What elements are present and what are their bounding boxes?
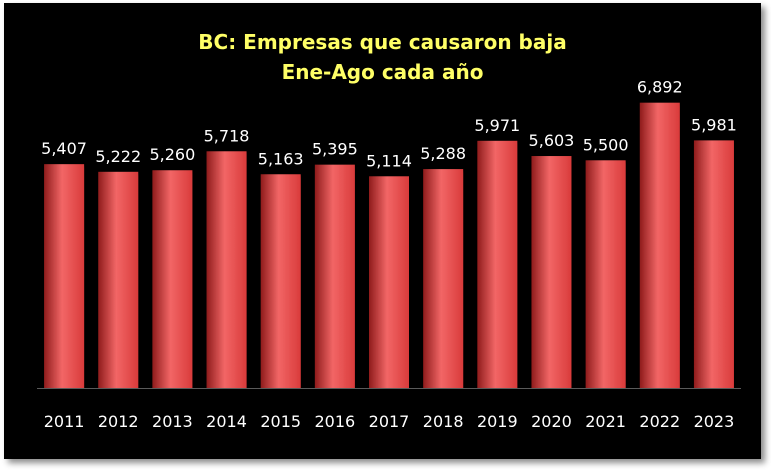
value-label-2018: 5,288 xyxy=(420,144,466,163)
x-tick-label-2023: 2023 xyxy=(694,412,735,431)
bar-2012 xyxy=(98,171,139,388)
x-tick-label-2014: 2014 xyxy=(206,412,247,431)
bar-2016 xyxy=(314,164,355,388)
bar-2014 xyxy=(206,151,247,388)
bar-chart: 5,407 5,222 5,260 5,718 5,163 5,395 5,114 5,288… xyxy=(37,78,741,431)
bar-2018 xyxy=(423,169,464,388)
value-label-2015: 5,163 xyxy=(258,149,304,168)
bar-2023 xyxy=(693,140,734,388)
value-labels-group: 5,407 5,222 5,260 5,718 5,163 5,395 5,114 5,288… xyxy=(41,78,737,171)
x-tick-label-2019: 2019 xyxy=(477,412,518,431)
x-tick-label-2018: 2018 xyxy=(423,412,464,431)
value-label-2012: 5,222 xyxy=(95,147,141,166)
x-tick-label-2021: 2021 xyxy=(585,412,626,431)
x-tick-label-2015: 2015 xyxy=(260,412,301,431)
value-label-2014: 5,718 xyxy=(204,126,250,145)
value-label-2021: 5,500 xyxy=(583,135,629,154)
chart-frame: BC: Empresas que causaron baja Ene-Ago c… xyxy=(4,3,761,459)
x-tick-labels-group: 2011 2012 2013 2014 2015 2016 2017 2018 2019 2020… xyxy=(44,412,735,431)
bar-2021 xyxy=(585,160,626,388)
chart-title: BC: Empresas que causaron baja xyxy=(198,30,567,54)
value-label-2019: 5,971 xyxy=(474,116,520,135)
bar-2011 xyxy=(44,164,85,388)
value-label-2011: 5,407 xyxy=(41,139,87,158)
bars-group xyxy=(44,102,734,388)
bar-2019 xyxy=(477,140,518,388)
chart-subtitle: Ene-Ago cada año xyxy=(281,60,484,84)
x-tick-label-2017: 2017 xyxy=(369,412,410,431)
x-tick-label-2012: 2012 xyxy=(98,412,139,431)
bar-2022 xyxy=(639,102,680,388)
x-tick-label-2013: 2013 xyxy=(152,412,193,431)
x-tick-label-2020: 2020 xyxy=(531,412,572,431)
value-label-2022: 6,892 xyxy=(637,78,683,97)
bar-2020 xyxy=(531,156,572,388)
x-tick-label-2016: 2016 xyxy=(314,412,355,431)
bar-2017 xyxy=(369,176,409,388)
chart-title-block: BC: Empresas que causaron baja Ene-Ago c… xyxy=(4,27,761,87)
x-tick-label-2011: 2011 xyxy=(44,412,85,431)
value-label-2013: 5,260 xyxy=(149,145,195,164)
value-label-2017: 5,114 xyxy=(366,151,412,170)
value-label-2023: 5,981 xyxy=(691,115,737,134)
x-tick-label-2022: 2022 xyxy=(639,412,680,431)
value-label-2016: 5,395 xyxy=(312,140,358,159)
value-label-2020: 5,603 xyxy=(529,131,575,150)
bar-2013 xyxy=(152,170,193,388)
bar-2015 xyxy=(260,174,301,388)
